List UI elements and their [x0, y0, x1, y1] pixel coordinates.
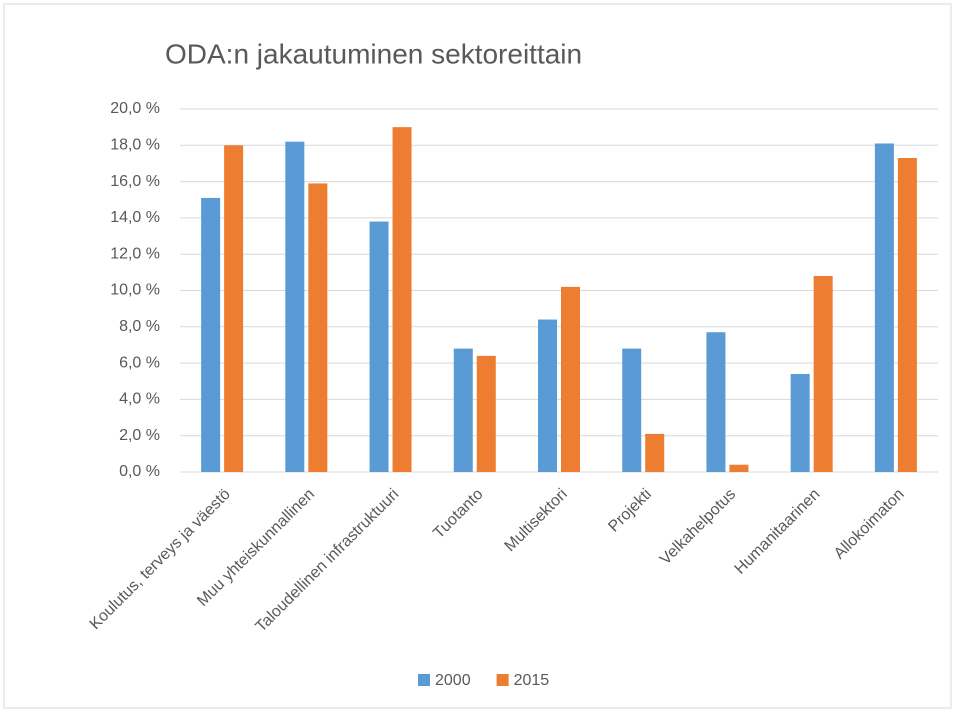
y-tick-label: 16,0 %	[110, 173, 160, 190]
bar	[476, 355, 496, 472]
y-tick-label: 8,0 %	[119, 318, 160, 335]
y-tick-label: 20,0 %	[110, 100, 160, 117]
y-tick-label: 18,0 %	[110, 137, 160, 154]
legend-label: 2015	[514, 672, 550, 689]
legend-label: 2000	[435, 672, 471, 689]
bar	[645, 433, 665, 472]
y-tick-label: 6,0 %	[119, 354, 160, 371]
bar	[874, 143, 894, 473]
y-tick-label: 0,0 %	[119, 463, 160, 480]
bar	[622, 348, 642, 472]
bar	[538, 319, 557, 472]
bar	[706, 332, 726, 472]
bar	[897, 158, 917, 472]
y-tick-label: 12,0 %	[110, 245, 160, 262]
bar	[392, 127, 412, 473]
bar	[729, 464, 749, 472]
bar	[308, 183, 328, 473]
y-tick-label: 4,0 %	[119, 391, 160, 408]
bar	[201, 197, 221, 472]
bar	[369, 221, 389, 472]
bar	[790, 373, 810, 472]
bar	[285, 141, 305, 473]
bar	[453, 348, 473, 472]
legend-swatch	[418, 674, 430, 686]
bar	[561, 286, 580, 472]
y-tick-label: 2,0 %	[119, 427, 160, 444]
bar	[224, 145, 244, 473]
y-tick-label: 10,0 %	[110, 282, 160, 299]
chart-title: ODA:n jakautuminen sektoreittain	[165, 38, 582, 69]
bar	[813, 275, 833, 472]
legend-swatch	[496, 674, 509, 686]
y-tick-label: 14,0 %	[110, 209, 160, 226]
